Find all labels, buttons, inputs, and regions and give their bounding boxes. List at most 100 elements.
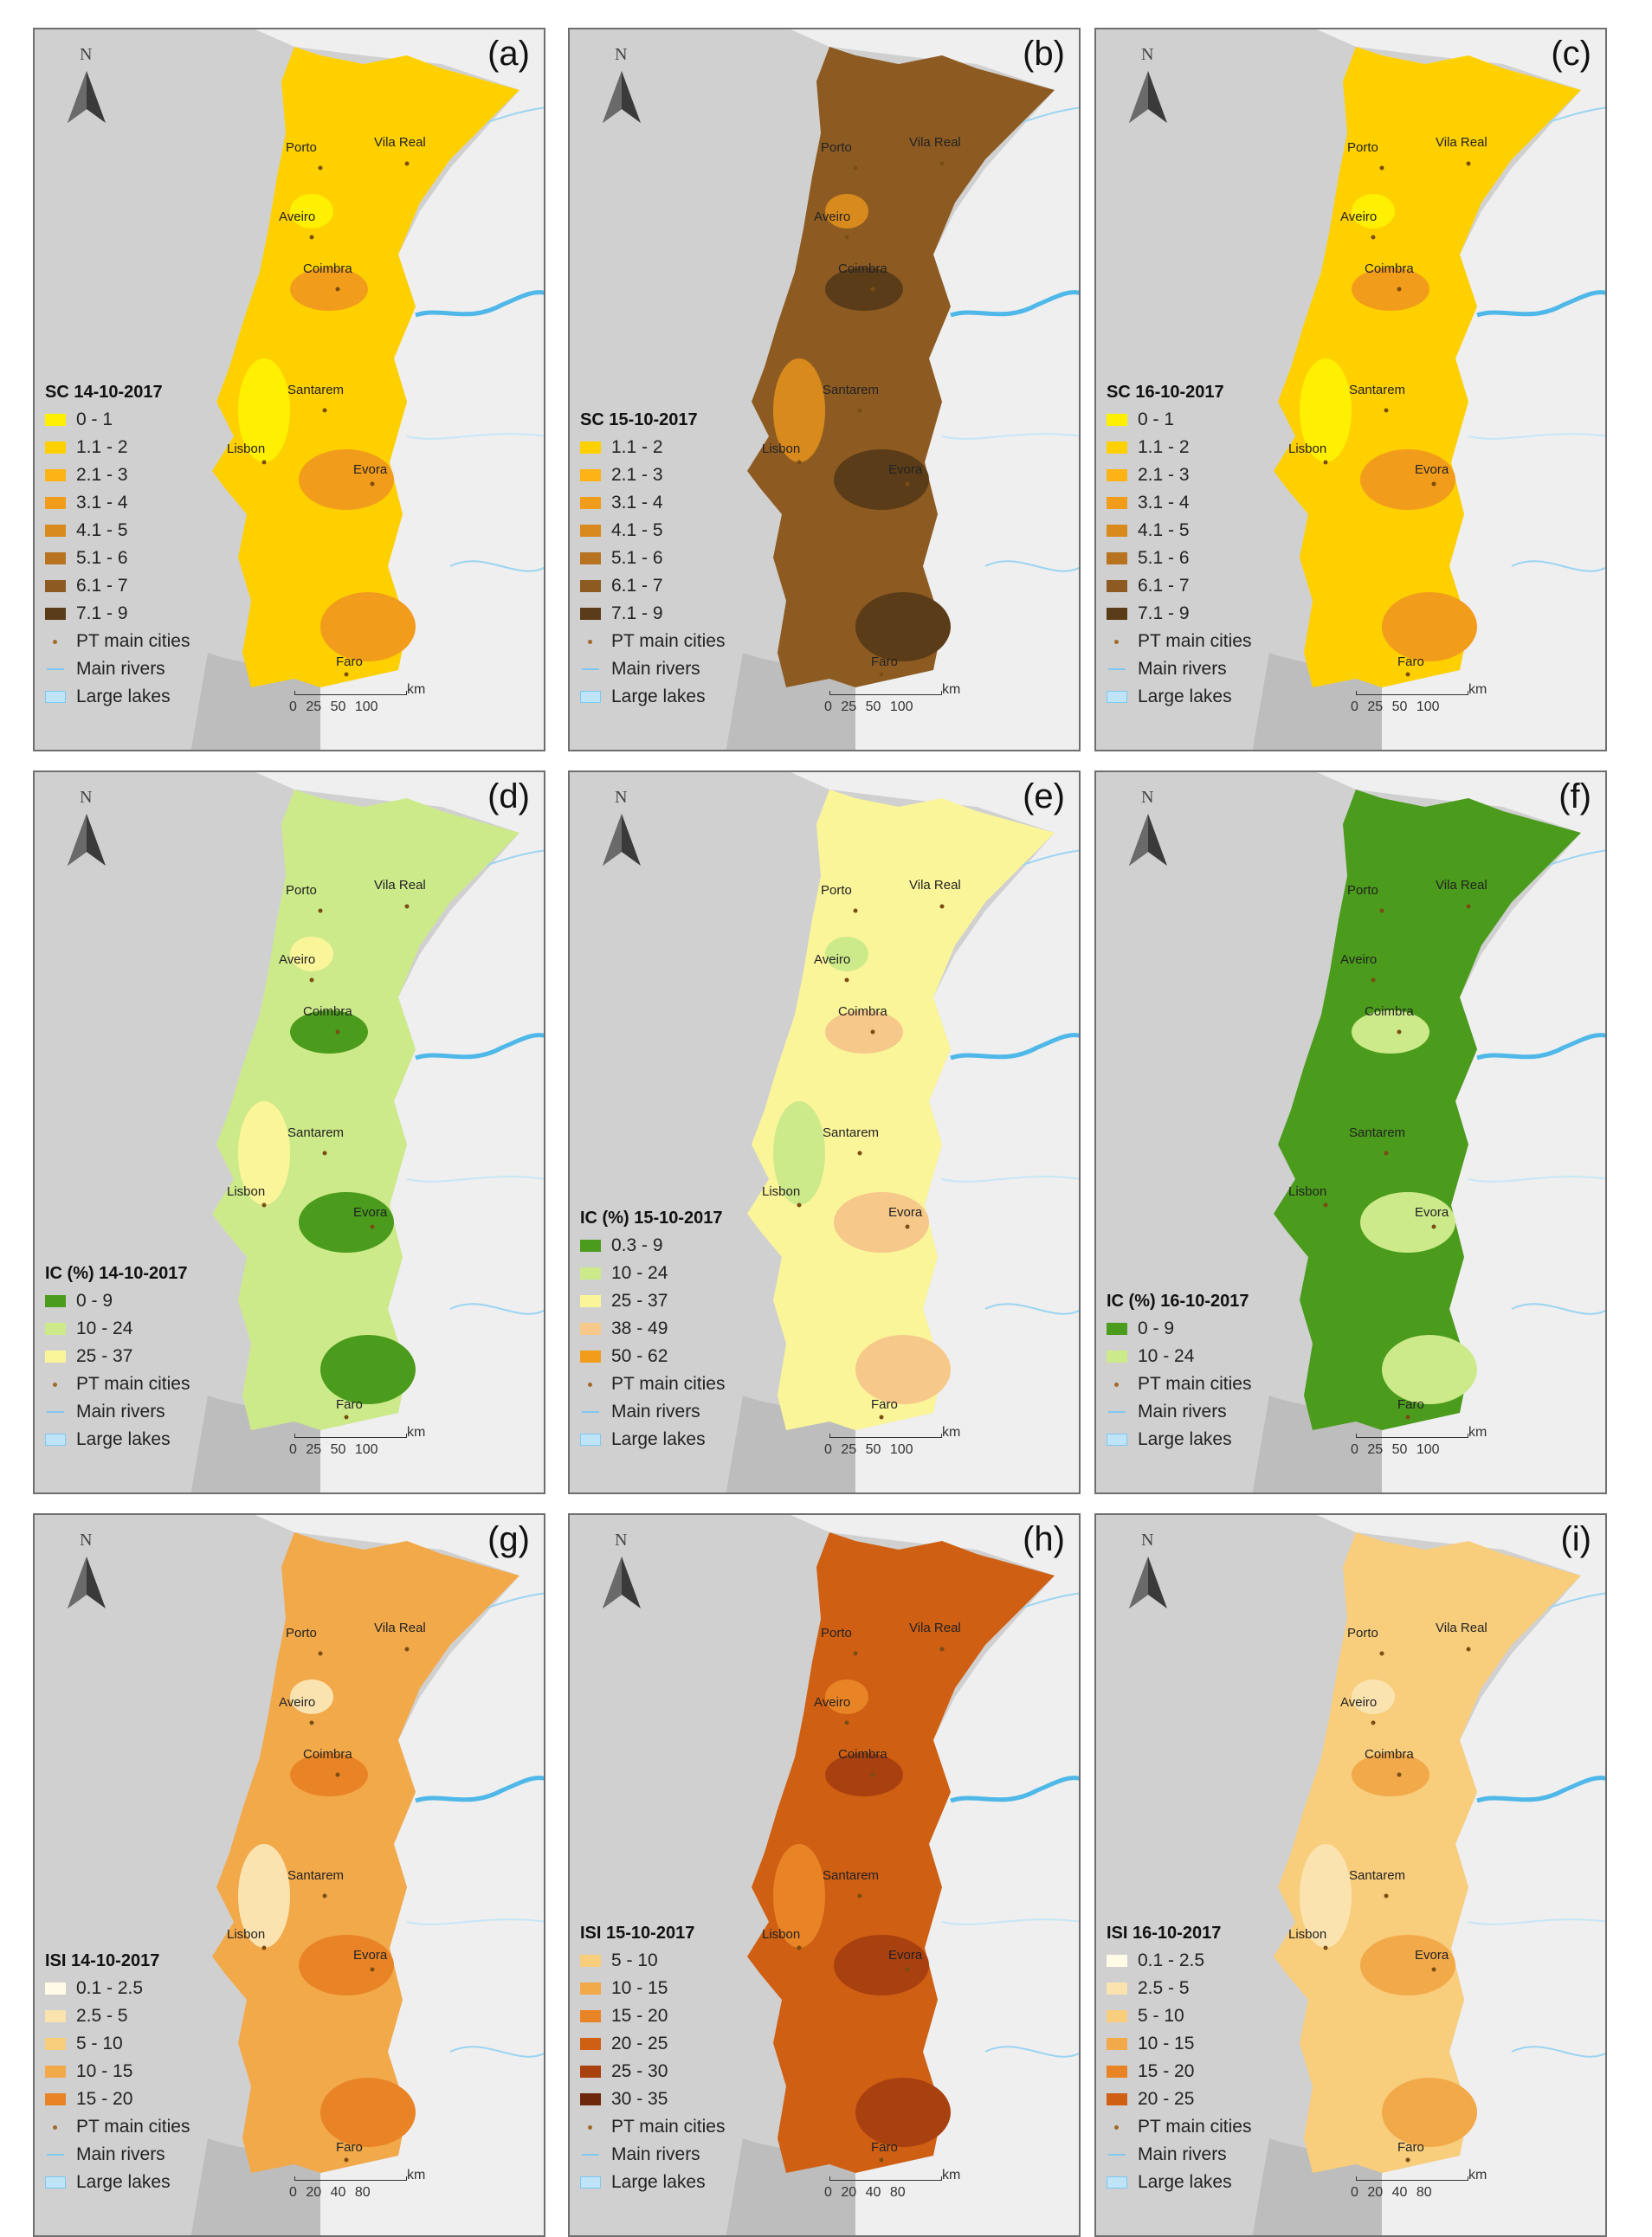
legend-row-class: 7.1 - 9 xyxy=(45,600,190,628)
scale-ticks: 0 25 50 100 xyxy=(824,1442,913,1457)
map-panel-i: N (i) Porto Vila Real Aveiro Coimbra San… xyxy=(1094,1513,1607,2237)
class-zone xyxy=(773,1844,825,1948)
scale-ticks: 0 25 50 100 xyxy=(824,699,913,714)
city-label-evora: Evora xyxy=(888,462,923,477)
legend-swatch xyxy=(45,525,66,537)
city-label-aveiro: Aveiro xyxy=(1340,1695,1378,1710)
north-arrow-icon xyxy=(1129,1557,1167,1608)
legend-row-class: 38 - 49 xyxy=(580,1315,726,1343)
legend-swatch xyxy=(1107,1982,1127,1995)
legend-row-class: 10 - 24 xyxy=(45,1315,190,1343)
legend-class-label: 7.1 - 9 xyxy=(76,603,128,623)
city-dot xyxy=(879,2157,884,2163)
legend-row-class: 3.1 - 4 xyxy=(580,489,726,517)
scale-bar: km 0 25 50 100 xyxy=(1351,1425,1494,1480)
legend-classes: 0 - 9 10 - 24 25 - 37 xyxy=(45,1287,190,1370)
legend-class-label: 6.1 - 7 xyxy=(1138,576,1190,596)
legend-title: SC 16-10-2017 xyxy=(1107,383,1224,402)
north-arrow: N xyxy=(61,45,113,132)
city-label-santarem: Santarem xyxy=(1349,383,1406,397)
city-label-evora: Evora xyxy=(353,1948,388,1963)
legend-class-label: 2.1 - 3 xyxy=(611,465,663,485)
portugal-shape xyxy=(212,1532,519,2173)
north-arrow-icon xyxy=(603,814,641,866)
legend-swatch xyxy=(1107,2010,1127,2022)
river-minor xyxy=(1468,1918,1605,1925)
legend-class-label: 15 - 20 xyxy=(1138,2061,1195,2081)
legend-row-class: 1.1 - 2 xyxy=(45,434,190,461)
class-zone xyxy=(855,592,951,661)
north-label: N xyxy=(80,45,93,64)
legend-classes: 0 - 9 10 - 24 xyxy=(1107,1315,1252,1370)
city-point-icon xyxy=(580,635,601,648)
portugal-map xyxy=(1252,29,1605,750)
legend-row-lakes: Large lakes xyxy=(45,2169,190,2196)
legend-class-label: 25 - 37 xyxy=(611,1291,668,1311)
legend-class-label: 10 - 15 xyxy=(76,2061,133,2081)
city-dot xyxy=(1431,1967,1436,1972)
river-line-icon xyxy=(45,663,66,675)
river-guadiana xyxy=(1511,2046,1605,2058)
north-arrow: N xyxy=(596,1531,648,1617)
legend-row-class: 5.1 - 6 xyxy=(45,545,190,572)
city-label-coimbra: Coimbra xyxy=(838,1004,887,1019)
legend-class-label: 1.1 - 2 xyxy=(611,437,663,457)
city-dot xyxy=(1323,460,1328,465)
legend-row-class: 25 - 37 xyxy=(580,1287,726,1315)
class-zone xyxy=(290,194,333,229)
portugal-map xyxy=(1252,1515,1605,2235)
scale-bar-line xyxy=(1356,1434,1468,1438)
legend-row-cities: PT main cities xyxy=(580,2113,726,2141)
city-dot xyxy=(1384,408,1389,413)
legend-swatch xyxy=(45,552,66,564)
city-point-icon xyxy=(45,2121,66,2133)
class-zone xyxy=(320,1335,416,1404)
city-dot xyxy=(261,460,267,465)
scale-unit: km xyxy=(407,682,426,697)
legend-swatch xyxy=(580,469,601,481)
legend-row-class: 2.1 - 3 xyxy=(580,461,726,489)
class-zone xyxy=(290,1679,333,1714)
spain-landmass xyxy=(1317,29,1605,750)
city-dot xyxy=(853,165,858,171)
north-arrow: N xyxy=(61,788,113,874)
north-arrow-icon xyxy=(603,71,641,123)
legend-row-lakes: Large lakes xyxy=(1107,1426,1252,1454)
legend-class-label: 1.1 - 2 xyxy=(1138,437,1190,457)
legend-title: IC (%) 14-10-2017 xyxy=(45,1264,188,1283)
city-label-santarem: Santarem xyxy=(823,1868,880,1883)
legend-class-label: 15 - 20 xyxy=(76,2089,133,2109)
panel-letter: (g) xyxy=(487,1520,530,1558)
legend-swatch xyxy=(580,2066,601,2078)
city-dot xyxy=(870,287,875,292)
north-arrow-icon xyxy=(1129,71,1167,123)
city-dot xyxy=(857,1893,862,1899)
river-line-icon xyxy=(580,2149,601,2161)
legend-class-label: 10 - 15 xyxy=(1138,2034,1195,2053)
legend-class-label: 0.1 - 2.5 xyxy=(76,1978,144,1998)
portugal-shape xyxy=(1274,1532,1581,2173)
city-dot xyxy=(318,165,323,171)
city-dot xyxy=(797,460,802,465)
legend-row-cities: PT main cities xyxy=(1107,628,1252,655)
scale-ticks: 0 25 50 100 xyxy=(289,699,378,714)
class-zone xyxy=(238,358,290,462)
lake-fill-icon xyxy=(45,2176,66,2189)
city-label-faro: Faro xyxy=(336,654,363,669)
scale-unit: km xyxy=(942,1425,961,1440)
legend-row-class: 15 - 20 xyxy=(1107,2058,1252,2086)
legend-swatch xyxy=(580,1955,601,1967)
legend-title: SC 14-10-2017 xyxy=(45,383,163,402)
class-zone xyxy=(1352,1753,1429,1796)
legend-class-label: 3.1 - 4 xyxy=(1138,493,1190,513)
legend-row-lakes: Large lakes xyxy=(580,683,726,711)
legend-class-label: 20 - 25 xyxy=(611,2034,668,2053)
portugal-map xyxy=(190,1515,544,2235)
legend-class-label: 0.1 - 2.5 xyxy=(1138,1950,1205,1970)
city-point-icon xyxy=(580,2121,601,2133)
legend-row-rivers: Main rivers xyxy=(580,2141,726,2169)
city-dot xyxy=(853,1651,858,1656)
north-label: N xyxy=(615,45,628,64)
city-dot xyxy=(870,1772,875,1777)
